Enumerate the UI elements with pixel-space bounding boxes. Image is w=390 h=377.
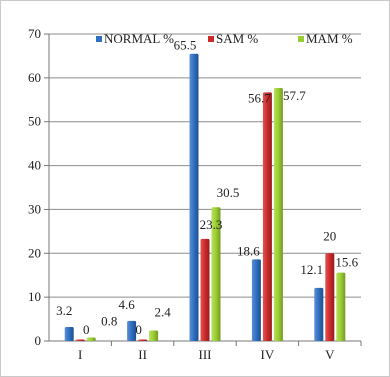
x-tick-label: II <box>138 347 147 362</box>
x-tick-label: IV <box>261 347 275 362</box>
legend: NORMAL % SAM % MAM % <box>96 31 353 46</box>
legend-label: NORMAL % <box>104 31 174 46</box>
gridlines <box>49 33 361 298</box>
bar-normal-v <box>314 287 324 341</box>
legend-swatch <box>208 36 214 42</box>
bar-sam-iii <box>200 238 210 341</box>
data-label: 0 <box>135 322 142 337</box>
bars <box>64 53 346 342</box>
legend-label: MAM % <box>306 31 353 46</box>
y-tick-label: 0 <box>35 333 42 348</box>
bar-normal-i <box>64 326 74 341</box>
legend-label: SAM % <box>216 31 258 46</box>
data-label: 0.8 <box>101 313 117 328</box>
y-tick-label: 70 <box>28 26 41 41</box>
bar-sam-ii <box>138 339 148 341</box>
data-label: 30.5 <box>217 185 240 200</box>
bar-sam-i <box>75 339 85 341</box>
bar-mam-v <box>336 272 346 341</box>
bar-sam-iv <box>262 92 272 341</box>
bar-mam-iii <box>211 207 221 341</box>
y-tick-label: 60 <box>28 70 41 85</box>
data-label: 15.6 <box>335 255 358 270</box>
y-tick-label: 50 <box>28 114 41 129</box>
data-label: 4.6 <box>118 297 135 312</box>
y-tick-label: 10 <box>28 289 41 304</box>
data-label: 3.2 <box>56 303 72 318</box>
data-label: 56.7 <box>248 90 271 105</box>
x-tick-label: V <box>325 347 335 362</box>
data-label: 2.4 <box>154 304 171 319</box>
bar-mam-i <box>86 337 96 341</box>
x-tick-label: I <box>78 347 82 362</box>
data-labels: 3.200.84.602.465.523.330.518.656.7 57.712… <box>56 38 359 337</box>
bar-sam-v <box>325 253 335 341</box>
data-label: 23.3 <box>200 217 223 232</box>
legend-swatch <box>298 36 304 42</box>
y-tick-label: 40 <box>28 158 41 173</box>
legend-swatch <box>96 36 102 42</box>
bar-normal-ii <box>127 320 137 341</box>
data-label: 65.5 <box>174 38 197 53</box>
y-tick-label: 30 <box>28 201 41 216</box>
data-label: 57.7 <box>283 88 306 103</box>
data-label: 0 <box>83 322 90 337</box>
data-label: 18.6 <box>237 243 260 258</box>
bar-normal-iv <box>251 259 261 341</box>
bar-mam-ii <box>149 330 159 341</box>
data-label: 12.1 <box>300 262 323 277</box>
data-label: 20 <box>323 228 336 243</box>
x-tick-label: III <box>199 347 212 362</box>
bar-mam-iv <box>273 87 283 342</box>
bar-normal-iii <box>189 53 199 341</box>
y-tick-label: 20 <box>28 245 41 260</box>
